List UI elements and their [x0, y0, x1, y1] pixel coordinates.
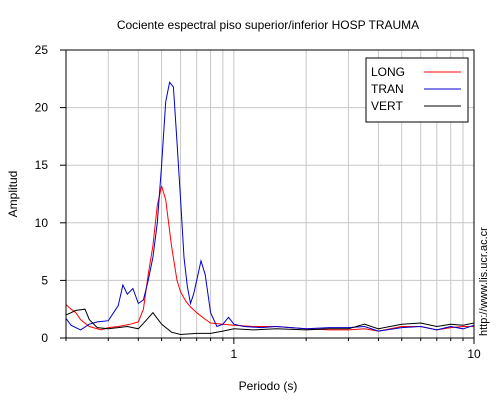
legend-box	[365, 57, 469, 123]
x-tick-label: 1	[231, 347, 238, 361]
y-tick-label: 15	[35, 158, 49, 172]
legend-label-vert: VERT	[371, 99, 403, 113]
axis-ticks: 1 10 0 5 10 15 20 25	[35, 43, 481, 361]
y-axis-label: Amplitud	[6, 171, 20, 218]
y-tick-label: 10	[35, 216, 49, 230]
watermark-url: http://www.lis.ucr.ac.cr	[478, 227, 490, 336]
legend-label-long: LONG	[371, 65, 405, 79]
chart-title: Cociente espectral piso superior/inferio…	[117, 18, 419, 32]
y-tick-label: 25	[35, 43, 49, 57]
y-tick-label: 5	[41, 273, 48, 287]
y-tick-label: 0	[41, 331, 48, 345]
legend: LONG TRAN VERT	[365, 57, 469, 123]
plot-frame	[65, 49, 475, 339]
x-axis-label: Periodo (s)	[239, 379, 298, 393]
series-layer	[66, 81, 474, 336]
x-tick-label: 10	[467, 347, 481, 361]
series-line-vert	[66, 308, 474, 336]
y-tick-label: 20	[35, 101, 49, 115]
legend-label-tran: TRAN	[371, 82, 404, 96]
series-line-long	[66, 185, 474, 332]
